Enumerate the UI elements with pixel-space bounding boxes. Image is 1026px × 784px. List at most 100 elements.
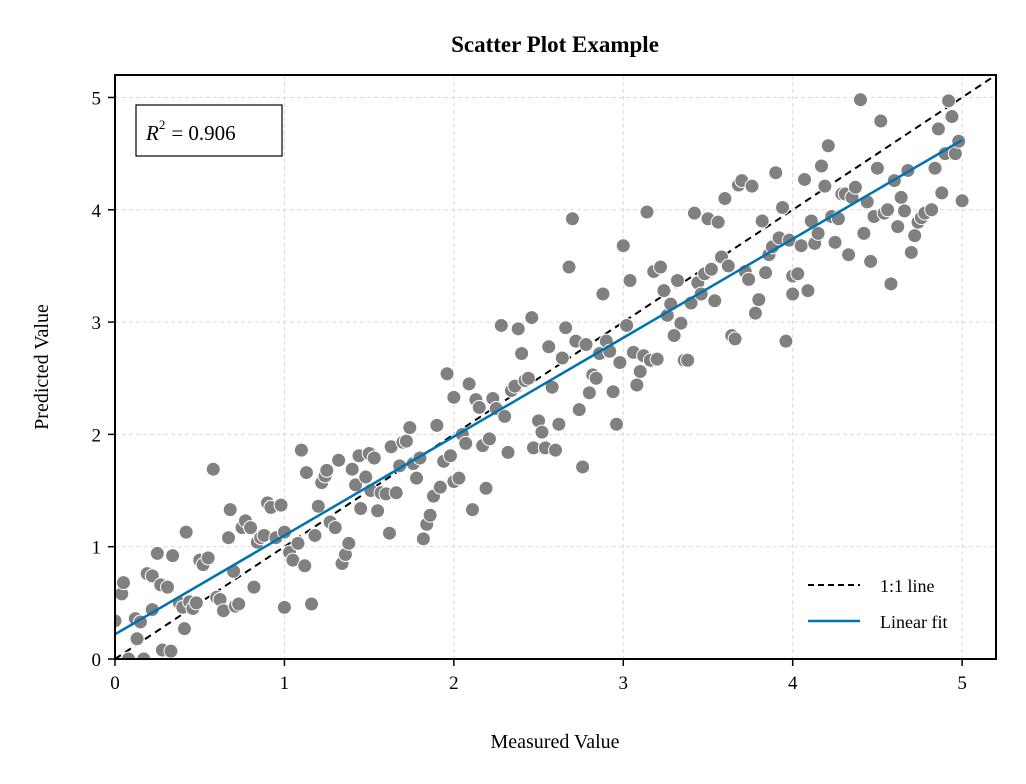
scatter-point: [541, 339, 557, 355]
scatter-point: [510, 321, 526, 337]
scatter-point: [298, 465, 314, 481]
scatter-point: [561, 259, 577, 275]
x-tick-label: 5: [957, 673, 967, 694]
scatter-point: [366, 450, 382, 466]
scatter-point: [575, 459, 591, 475]
scatter-point: [768, 165, 784, 181]
scatter-point: [656, 283, 672, 299]
scatter-point: [680, 352, 696, 368]
plot-frame: [114, 74, 997, 660]
scatter-point: [344, 461, 360, 477]
r2-annotation-text: R2 = 0.906: [145, 117, 236, 145]
scatter-point: [827, 234, 843, 250]
scatter-point: [115, 575, 131, 591]
scatter-point: [893, 189, 909, 205]
scatter-point: [707, 293, 723, 309]
scatter-point: [934, 185, 950, 201]
scatter-point: [327, 520, 343, 536]
scatter-point: [941, 93, 957, 109]
scatter-point: [897, 203, 913, 219]
scatter-point: [883, 276, 899, 292]
scatter-point: [890, 219, 906, 235]
y-tick-label: 0: [92, 650, 102, 671]
scatter-point: [432, 479, 448, 495]
scatter-point: [758, 265, 774, 281]
scatter-point: [524, 310, 540, 326]
legend-identity-label: 1:1 line: [880, 576, 935, 596]
scatter-point: [331, 452, 347, 468]
y-tick-label: 2: [92, 425, 102, 446]
scatter-point: [813, 158, 829, 174]
scatter-point: [464, 502, 480, 518]
legend: 1:1 line Linear fit: [808, 576, 947, 632]
scatter-point: [493, 317, 509, 333]
scatter-point: [907, 228, 923, 244]
scatter-point: [639, 204, 655, 220]
scatter-point: [841, 247, 857, 263]
scatter-point: [136, 651, 152, 659]
scatter-point: [458, 435, 474, 451]
scatter-point: [461, 376, 477, 392]
scatter-point: [863, 253, 879, 269]
scatter-point: [754, 213, 770, 229]
scatter-point: [353, 501, 369, 517]
scatter-point: [297, 558, 313, 574]
scatter-point: [817, 178, 833, 194]
scatter-point: [554, 350, 570, 366]
scatter-point: [231, 596, 247, 612]
scatter-point: [370, 503, 386, 519]
scatter-point: [276, 599, 292, 615]
scatter-point: [222, 502, 238, 518]
scatter-point: [471, 399, 487, 415]
scatter-point: [727, 331, 743, 347]
scatter-point: [520, 370, 536, 386]
scatter-point: [121, 651, 137, 659]
scatter-point: [481, 431, 497, 447]
scatter-point: [273, 497, 289, 513]
scatter-point: [149, 545, 165, 561]
r2-value: = 0.906: [171, 121, 235, 145]
y-tick-label: 3: [92, 313, 102, 334]
y-tick-label: 5: [92, 88, 102, 109]
x-axis-ticks: 0 1 2 3 4 5: [110, 659, 967, 694]
scatter-point: [717, 191, 733, 207]
scatter-point: [558, 320, 574, 336]
scatter-point: [954, 193, 970, 209]
scatter-point: [924, 202, 940, 218]
scatter-point: [304, 596, 320, 612]
r2-annotation: R2 = 0.906: [135, 104, 283, 157]
x-tick-label: 2: [449, 673, 459, 694]
scatter-point: [402, 420, 418, 436]
scatter-point: [188, 595, 204, 611]
r2-symbol: R: [145, 121, 159, 145]
scatter-point: [571, 402, 587, 418]
scatter-point: [381, 525, 397, 541]
scatter-point: [595, 286, 611, 302]
scatter-point: [605, 384, 621, 400]
scatter-point: [581, 385, 597, 401]
scatter-point: [793, 238, 809, 254]
scatter-point: [930, 121, 946, 137]
scatter-point: [669, 273, 685, 289]
scatter-point: [720, 258, 736, 274]
scatter-point: [514, 346, 530, 362]
y-tick-label: 4: [92, 201, 102, 222]
scatter-point: [778, 333, 794, 349]
legend-fit-label: Linear fit: [880, 612, 947, 632]
scatter-point: [290, 535, 306, 551]
y-axis-label: Predicted Value: [31, 304, 53, 430]
scatter-point: [800, 283, 816, 299]
scatter-point: [564, 211, 580, 227]
scatter-point: [205, 461, 221, 477]
x-tick-label: 4: [788, 673, 798, 694]
scatter-point: [178, 524, 194, 540]
scatter-point: [534, 424, 550, 440]
scatter-point: [176, 621, 192, 637]
scatter-point: [653, 259, 669, 275]
scatter-point: [869, 160, 885, 176]
scatter-point: [880, 202, 896, 218]
scatter-point: [293, 442, 309, 458]
linear-fit-line: [115, 139, 963, 636]
scatter-point: [852, 92, 868, 108]
